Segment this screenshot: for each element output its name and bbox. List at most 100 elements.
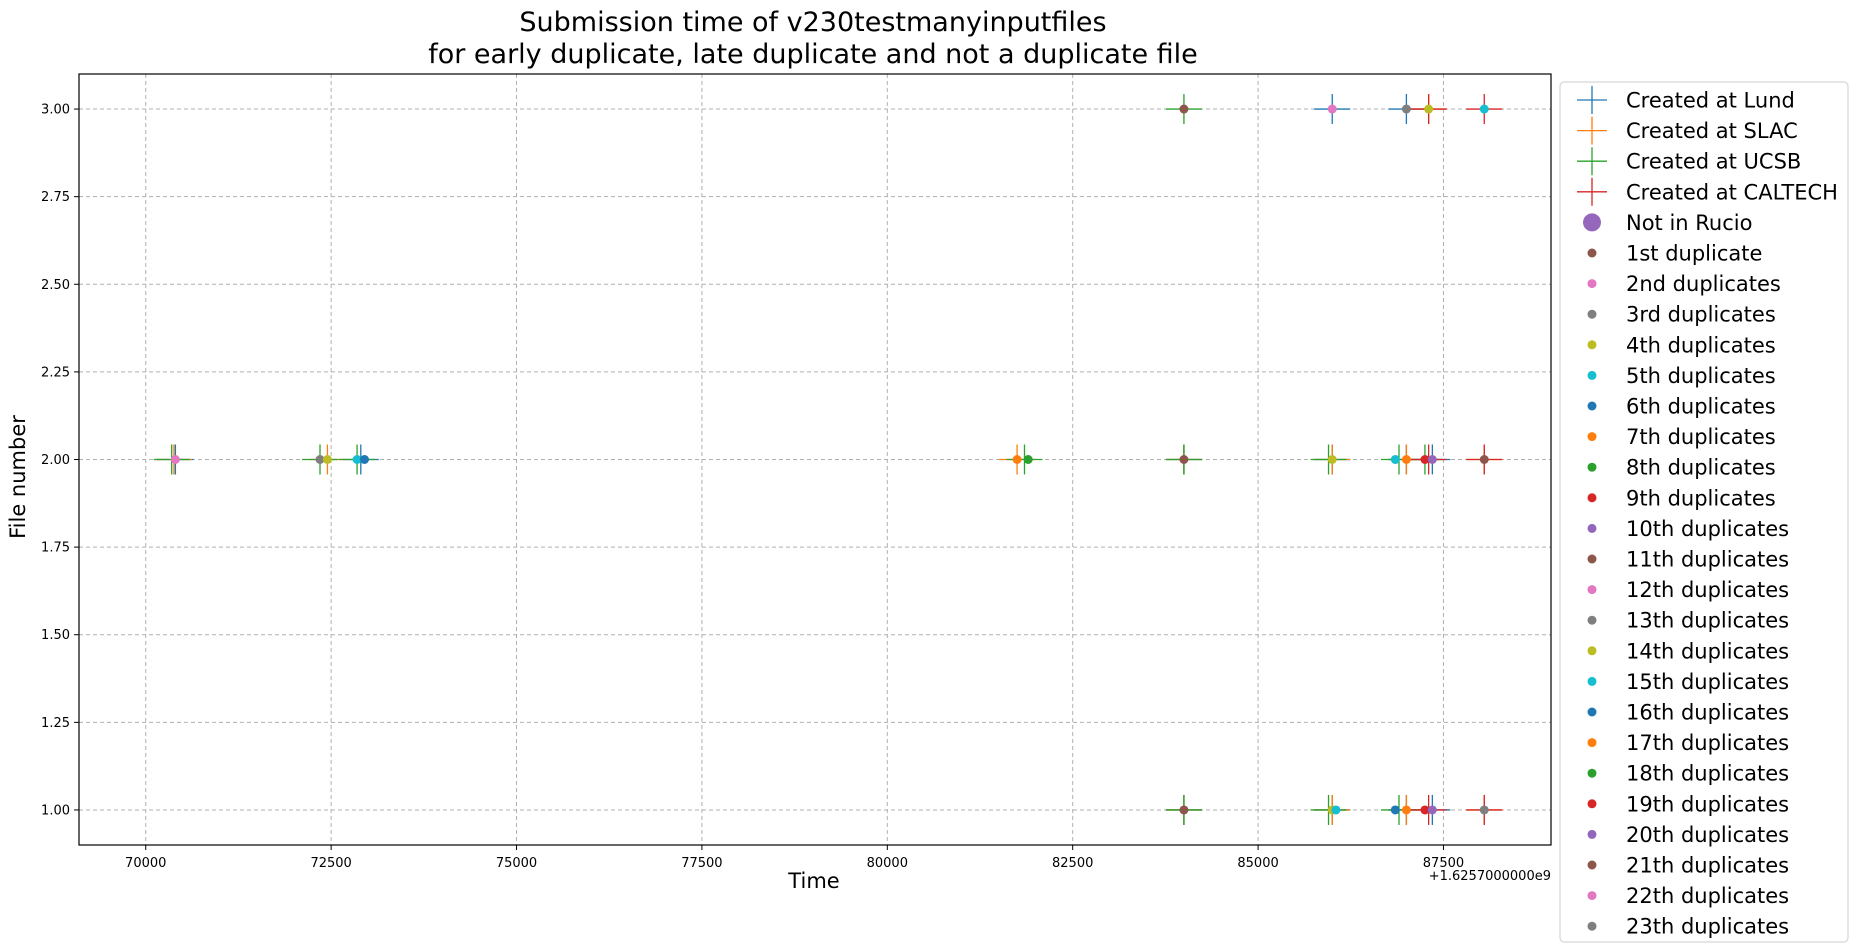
duplicate-point bbox=[1179, 805, 1189, 815]
legend-label: Created at UCSB bbox=[1626, 150, 1801, 174]
legend-label: 12th duplicates bbox=[1626, 578, 1789, 602]
chart-title: Submission time of v230testmanyinputfile… bbox=[519, 7, 1106, 38]
legend-label: 15th duplicates bbox=[1626, 670, 1789, 694]
duplicate-point bbox=[322, 455, 332, 464]
duplicate-point bbox=[1023, 455, 1033, 464]
legend-duplicate-marker bbox=[1587, 493, 1597, 503]
legend-label: 23th duplicates bbox=[1626, 915, 1789, 939]
x-tick-label: 72500 bbox=[310, 856, 351, 871]
legend-label: 14th duplicates bbox=[1626, 639, 1789, 663]
legend-label: Created at CALTECH bbox=[1626, 180, 1838, 204]
x-tick-label: 85000 bbox=[1237, 856, 1278, 871]
axis-ticks: 70000 72500 75000 77500 80000 82500 85000 87500… bbox=[41, 103, 1464, 871]
legend-duplicate-marker bbox=[1587, 738, 1597, 748]
y-tick-label: 2.25 bbox=[41, 365, 70, 380]
duplicate-point bbox=[315, 455, 325, 464]
legend-label: 4th duplicates bbox=[1626, 333, 1776, 357]
y-axis-label: File number bbox=[6, 415, 30, 539]
legend-label: 20th duplicates bbox=[1626, 823, 1789, 847]
legend-label: 16th duplicates bbox=[1626, 701, 1789, 725]
legend-duplicate-marker bbox=[1587, 432, 1597, 442]
legend-duplicate-marker bbox=[1587, 799, 1597, 809]
legend-label: 10th duplicates bbox=[1626, 517, 1789, 541]
x-tick-label: 77500 bbox=[681, 856, 722, 871]
duplicate-point bbox=[352, 455, 362, 464]
legend-label: 5th duplicates bbox=[1626, 364, 1776, 388]
y-tick-label: 2.50 bbox=[41, 278, 70, 293]
legend-duplicate-marker bbox=[1587, 370, 1597, 380]
legend-duplicate-marker bbox=[1587, 309, 1597, 319]
x-tick-label: 80000 bbox=[867, 856, 908, 871]
x-axis-label: Time bbox=[787, 869, 839, 893]
y-tick-label: 1.00 bbox=[41, 803, 70, 818]
legend-label: Not in Rucio bbox=[1626, 211, 1752, 235]
duplicate-point bbox=[1401, 805, 1411, 815]
legend-duplicate-marker bbox=[1587, 921, 1597, 931]
legend-duplicate-marker bbox=[1587, 279, 1597, 289]
legend-label: 13th duplicates bbox=[1626, 609, 1789, 633]
legend-label: 9th duplicates bbox=[1626, 486, 1776, 510]
legend-label: 1st duplicate bbox=[1626, 242, 1762, 266]
legend-label: 18th duplicates bbox=[1626, 762, 1789, 786]
duplicate-point bbox=[1420, 455, 1430, 464]
duplicate-point bbox=[1401, 104, 1411, 114]
legend-label: 2nd duplicates bbox=[1626, 272, 1781, 296]
legend: Created at Lund Created at SLAC Created at… bbox=[1559, 81, 1849, 943]
legend-duplicate-marker bbox=[1587, 860, 1597, 870]
legend-duplicate-marker bbox=[1587, 462, 1597, 472]
duplicate-point bbox=[1479, 104, 1489, 114]
legend-duplicate-marker bbox=[1587, 646, 1597, 656]
legend-label: 7th duplicates bbox=[1626, 425, 1776, 449]
legend-duplicate-marker bbox=[1587, 615, 1597, 625]
legend-label: 19th duplicates bbox=[1626, 792, 1789, 816]
legend-label: 8th duplicates bbox=[1626, 456, 1776, 480]
legend-duplicate-marker bbox=[1587, 768, 1597, 778]
duplicate-point bbox=[1390, 805, 1400, 815]
x-tick-label: 82500 bbox=[1052, 856, 1093, 871]
legend-duplicate-marker bbox=[1587, 585, 1597, 595]
duplicate-point bbox=[1179, 455, 1189, 464]
legend-duplicate-marker bbox=[1587, 523, 1597, 533]
y-tick-label: 2.75 bbox=[41, 190, 70, 205]
legend-duplicate-marker bbox=[1587, 340, 1597, 350]
legend-label: 22th duplicates bbox=[1626, 884, 1789, 908]
duplicate-point bbox=[1427, 805, 1437, 815]
duplicate-point bbox=[170, 455, 180, 464]
legend-duplicate-marker bbox=[1587, 248, 1597, 258]
legend-label: 17th duplicates bbox=[1626, 731, 1789, 755]
legend-label: 21th duplicates bbox=[1626, 854, 1789, 878]
duplicate-point bbox=[1401, 455, 1411, 464]
chart-subtitle: for early duplicate, late duplicate and … bbox=[428, 39, 1198, 70]
duplicate-point bbox=[1179, 104, 1189, 114]
y-tick-label: 1.50 bbox=[41, 628, 70, 643]
legend-label: 3rd duplicates bbox=[1626, 303, 1776, 327]
x-tick-label: 75000 bbox=[496, 856, 537, 871]
legend-duplicate-marker bbox=[1587, 401, 1597, 411]
duplicate-point bbox=[1420, 805, 1430, 815]
duplicate-point bbox=[1424, 104, 1434, 114]
legend-label: Created at SLAC bbox=[1626, 119, 1798, 143]
duplicate-point bbox=[1327, 455, 1337, 464]
duplicate-point bbox=[360, 455, 370, 464]
legend-duplicate-marker bbox=[1587, 676, 1597, 686]
y-tick-label: 1.75 bbox=[41, 541, 70, 556]
legend-label: Created at Lund bbox=[1626, 89, 1795, 113]
x-offset-label: +1.6257000000e9 bbox=[1429, 869, 1551, 884]
x-tick-label: 70000 bbox=[125, 856, 166, 871]
duplicate-point bbox=[1012, 455, 1022, 464]
duplicate-point bbox=[1479, 455, 1489, 464]
legend-label: 11th duplicates bbox=[1626, 548, 1789, 572]
legend-label: 6th duplicates bbox=[1626, 395, 1776, 419]
legend-duplicate-marker bbox=[1587, 891, 1597, 901]
duplicate-point bbox=[1390, 455, 1400, 464]
legend-duplicate-marker bbox=[1587, 554, 1597, 564]
plot-frame bbox=[78, 73, 1552, 846]
duplicate-point bbox=[1427, 455, 1437, 464]
y-tick-label: 2.00 bbox=[41, 453, 70, 468]
legend-box bbox=[1559, 81, 1849, 943]
y-tick-label: 1.25 bbox=[41, 716, 70, 731]
duplicate-point bbox=[1331, 805, 1341, 815]
x-tick-label: 87500 bbox=[1423, 856, 1464, 871]
duplicate-point bbox=[1479, 805, 1489, 815]
